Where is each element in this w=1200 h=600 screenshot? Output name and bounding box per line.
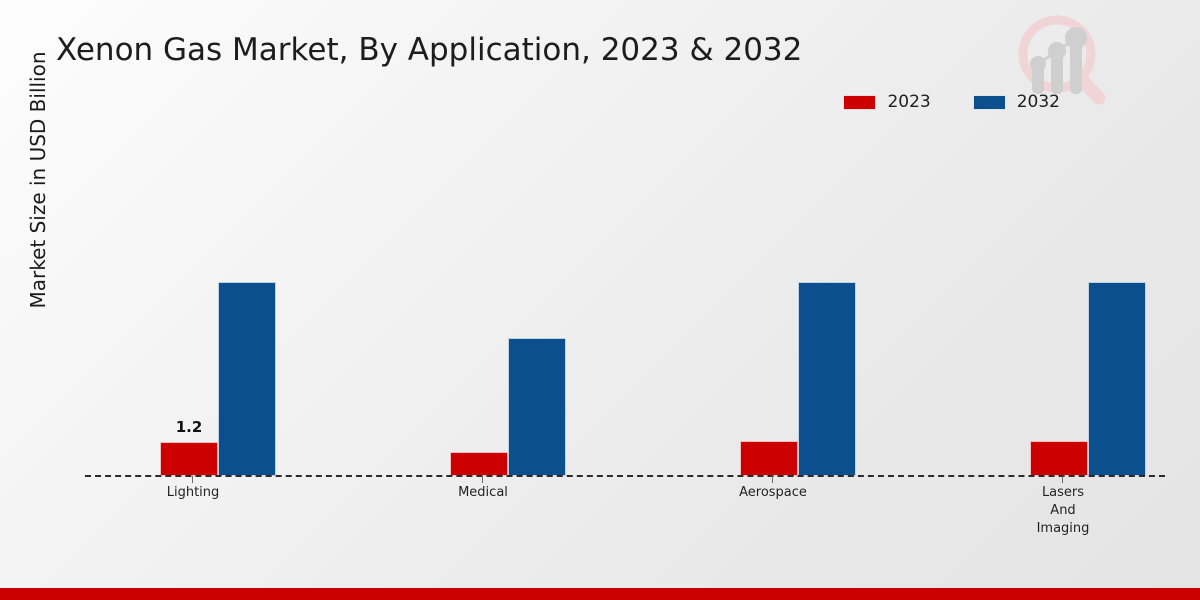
bar-group-medical xyxy=(423,140,593,476)
bar-2023-medical[interactable] xyxy=(450,452,508,476)
x-axis-tick-lasers-and-imaging xyxy=(1062,476,1063,483)
x-axis-tick-lighting xyxy=(192,476,193,483)
legend-label-2023: 2023 xyxy=(887,92,931,112)
legend-label-2032: 2032 xyxy=(1016,92,1060,112)
x-axis-label-lighting: Lighting xyxy=(108,484,278,502)
bar-group-lighting: 1.2 xyxy=(133,140,303,476)
bar-group-aerospace xyxy=(713,140,883,476)
plot-area: 1.2 xyxy=(85,140,1165,476)
bar-2032-lasers-and-imaging[interactable] xyxy=(1088,282,1146,476)
chart-legend: 2023 2032 xyxy=(843,92,1060,112)
bar-group-lasers-and-imaging xyxy=(1003,140,1173,476)
bar-2023-aerospace[interactable] xyxy=(740,441,798,476)
x-axis-tick-aerospace xyxy=(772,476,773,483)
legend-item-2032[interactable]: 2032 xyxy=(972,92,1060,112)
x-axis-label-aerospace: Aerospace xyxy=(688,484,858,502)
bottom-accent-strip xyxy=(0,588,1200,600)
bar-2023-lighting[interactable]: 1.2 xyxy=(160,418,218,476)
x-axis-label-lasers-line3: Imaging xyxy=(1036,521,1090,536)
bar-2032-lighting[interactable] xyxy=(218,282,276,476)
x-axis-tick-medical xyxy=(482,476,483,483)
legend-swatch-2032 xyxy=(972,94,1006,110)
bar-value-label-lighting-2023: 1.2 xyxy=(175,418,203,436)
x-axis-label-lasers-line2: And xyxy=(1050,503,1076,518)
x-axis-label-lasers-line1: Lasers xyxy=(1041,485,1085,500)
x-axis-label-aerospace-line1: Aerospace xyxy=(739,485,807,500)
chart-title: Xenon Gas Market, By Application, 2023 &… xyxy=(56,32,803,68)
x-axis-label-lasers-and-imaging: Lasers And Imaging xyxy=(978,484,1148,538)
x-axis-label-lighting-line1: Lighting xyxy=(166,485,220,500)
legend-item-2023[interactable]: 2023 xyxy=(843,92,931,112)
x-axis-label-medical-line1: Medical xyxy=(458,485,508,500)
x-axis-label-medical: Medical xyxy=(398,484,568,502)
y-axis-title: Market Size in USD Billion xyxy=(26,51,50,309)
legend-swatch-2023 xyxy=(843,94,877,110)
bar-2032-medical[interactable] xyxy=(508,338,566,476)
bar-2032-aerospace[interactable] xyxy=(798,282,856,476)
x-axis-baseline xyxy=(85,475,1165,477)
bar-2023-lasers-and-imaging[interactable] xyxy=(1030,441,1088,476)
